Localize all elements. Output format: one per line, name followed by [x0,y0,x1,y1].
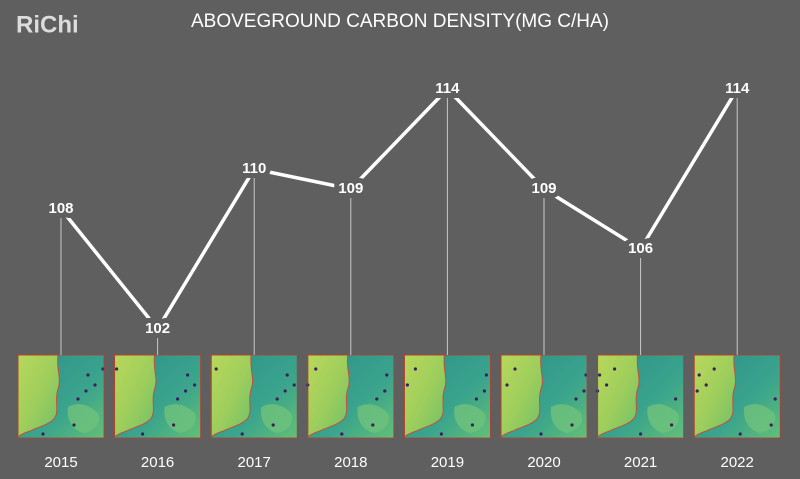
map-dot [439,432,443,436]
map-dot [769,423,773,427]
map-dot [186,373,190,377]
x-tick-label: 2019 [431,454,464,471]
x-tick-label: 2018 [334,454,367,471]
value-label: 109 [531,180,556,197]
map-dot [582,389,586,393]
chart-title: ABOVEGROUND CARBON DENSITY(MG C/HA) [191,11,609,32]
map-dot [405,383,409,387]
map-land [500,354,543,439]
map-land [597,354,640,439]
x-tick-label: 2022 [721,454,754,471]
map-dot [240,432,244,436]
value-label: 108 [48,200,73,217]
map-land [693,354,737,439]
map-dot [613,367,617,371]
value-label: 110 [242,160,266,177]
map-dot [184,389,188,393]
map-dot [385,373,389,377]
map-dot [93,383,97,387]
map-dot [141,432,145,436]
map-dot [76,397,80,401]
map-dot [271,423,275,427]
map-land [403,354,447,439]
map-dot [670,423,674,427]
value-label: 102 [145,320,170,337]
map-dot [605,383,609,387]
map-land [114,354,157,439]
map-dot [505,383,509,387]
data-line [59,87,739,331]
map-dot [283,389,287,393]
map-land [17,354,60,439]
map-thumbnail [306,354,395,439]
map-dot [72,423,76,427]
map-dot [484,373,488,377]
map-dot [570,423,574,427]
map-dot [375,397,379,401]
x-tick-label: 2021 [624,454,657,471]
map-thumbnail [114,354,201,439]
map-thumbnail [210,354,298,439]
map-land-patch [454,404,486,433]
map-dot [598,373,602,377]
x-tick-label: 2016 [141,454,174,471]
map-dot [738,432,742,436]
map-dot [470,423,474,427]
map-land-patch [260,404,293,433]
map-land-patch [357,404,390,433]
map-dot [340,432,344,436]
value-label: 114 [725,80,750,97]
map-dot [474,397,478,401]
map-dot [704,383,708,387]
map-dot [574,397,578,401]
map-dot [712,367,716,371]
brand-logo: RiChi [16,11,79,38]
map-dot [86,373,90,377]
map-dot [697,373,701,377]
map-dot [674,397,678,401]
map-thumbnail [17,354,105,439]
map-dot [275,397,279,401]
map-land-patch [550,404,583,433]
map-land [210,354,254,439]
map-dot [482,389,486,393]
value-label: 109 [338,180,363,197]
x-tick-label: 2015 [44,454,77,471]
map-dot [115,367,119,371]
map-land-patch [743,404,776,433]
map-thumbnail [500,354,588,439]
map-dot [639,432,643,436]
map-land-patch [164,404,196,433]
map-dot [314,367,318,371]
map-dot [413,367,417,371]
map-land-patch [67,404,100,433]
map-thumbnail [693,354,781,439]
map-dot [292,383,296,387]
map-dot [383,389,387,393]
map-dot [84,389,88,393]
map-dot [285,373,289,377]
map-thumbnail [403,354,491,439]
map-thumbnail [596,354,684,439]
map-dot [773,397,777,401]
map-dot [193,383,197,387]
map-dot [172,423,176,427]
map-dot [371,423,375,427]
map-dot [214,367,218,371]
value-label: 114 [435,80,460,97]
x-tick-label: 2020 [527,454,560,471]
map-dot [41,432,45,436]
map-dot [176,397,180,401]
value-label: 106 [628,240,653,257]
map-dot [695,389,699,393]
map-land [307,354,350,439]
map-dot [539,432,543,436]
x-tick-label: 2017 [238,454,271,471]
map-dot [513,367,517,371]
